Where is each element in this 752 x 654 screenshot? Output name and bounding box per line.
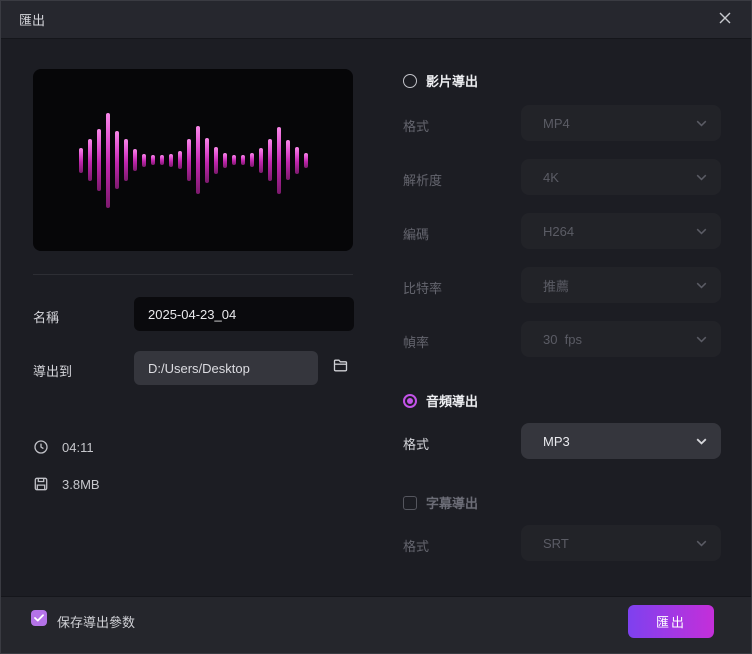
waveform-bar: [177, 151, 182, 169]
waveform-bar: [87, 139, 92, 181]
waveform-bar: [123, 139, 128, 181]
bitrate-select: 推薦: [521, 267, 721, 303]
dialog-title: 匯出: [19, 13, 46, 28]
bitrate-label: 比特率: [403, 281, 443, 296]
close-button[interactable]: [711, 1, 739, 39]
clock-icon: [33, 439, 49, 455]
waveform-bar: [204, 137, 209, 183]
bitrate-value: 推薦: [543, 278, 570, 294]
folder-icon: [332, 357, 350, 380]
video-format-label: 格式: [403, 119, 430, 134]
resolution-select: 4K: [521, 159, 721, 195]
waveform-bar: [96, 129, 101, 191]
radio-selected-icon: [403, 393, 417, 408]
checkmark-icon: [34, 609, 44, 627]
resolution-label: 解析度: [403, 173, 443, 188]
resolution-value: 4K: [543, 169, 559, 185]
checkbox-unchecked-icon: [403, 495, 417, 510]
waveform-bar: [159, 155, 164, 165]
subtitle-format-value: SRT: [543, 535, 569, 551]
waveform-bar: [78, 147, 83, 173]
framerate-select: 30 fps: [521, 321, 721, 357]
waveform-bar: [303, 152, 308, 168]
subtitle-export-checkbox-row[interactable]: 字幕導出: [403, 493, 478, 512]
name-input[interactable]: [134, 297, 354, 331]
file-size-value: 3.8MB: [62, 476, 100, 492]
waveform-bar: [105, 112, 110, 208]
waveform-bar: [213, 146, 218, 174]
subtitle-export-label: 字幕導出: [426, 496, 479, 511]
waveform-bar: [276, 126, 281, 194]
export-path-label: 導出到: [33, 364, 73, 379]
export-button[interactable]: 匯出: [628, 605, 714, 638]
waveform-bar: [141, 153, 146, 167]
waveform-bar: [168, 153, 173, 167]
waveform-bar: [267, 139, 272, 181]
subtitle-format-label: 格式: [403, 539, 430, 554]
audio-format-label: 格式: [403, 437, 430, 452]
encoder-select: H264: [521, 213, 721, 249]
file-size-row: 3.8MB: [33, 476, 100, 492]
save-params-label: 保存導出參数: [57, 615, 136, 630]
framerate-label: 幀率: [403, 335, 430, 350]
duration-value: 04:11: [62, 439, 94, 455]
name-label: 名稱: [33, 310, 60, 325]
video-format-value: MP4: [543, 115, 570, 131]
chevron-down-icon: [696, 120, 707, 127]
encoder-value: H264: [543, 223, 575, 239]
chevron-down-icon: [696, 336, 707, 343]
audio-export-radio-row[interactable]: 音頻導出: [403, 391, 478, 410]
waveform-bar: [258, 147, 263, 173]
chevron-down-icon: [696, 438, 707, 445]
chevron-down-icon: [696, 540, 707, 547]
chevron-down-icon: [696, 282, 707, 289]
waveform-bar: [150, 155, 155, 165]
save-disk-icon: [33, 476, 49, 492]
waveform-bar: [114, 131, 119, 189]
footer-bar: 保存導出參数 匯出: [1, 596, 751, 653]
waveform-bar: [249, 153, 254, 167]
waveform-bar: [294, 146, 299, 174]
audio-export-label: 音頻導出: [426, 394, 479, 409]
waveform-bar: [231, 155, 236, 165]
save-params-checkbox[interactable]: [31, 610, 47, 626]
waveform-bar: [285, 140, 290, 180]
radio-unselected-icon: [403, 73, 417, 88]
waveform-bar: [186, 139, 191, 181]
video-format-select: MP4: [521, 105, 721, 141]
duration-row: 04:11: [33, 439, 94, 455]
waveform-bar: [132, 149, 137, 171]
audio-format-value: MP3: [543, 433, 570, 449]
titlebar: 匯出: [1, 1, 751, 39]
waveform-bar: [240, 155, 245, 165]
video-export-radio-row[interactable]: 影片導出: [403, 71, 478, 90]
video-export-label: 影片導出: [426, 74, 479, 89]
framerate-value: 30 fps: [543, 331, 583, 347]
waveform-bar: [195, 126, 200, 194]
chevron-down-icon: [696, 228, 707, 235]
audio-waveform-preview: [33, 69, 353, 251]
chevron-down-icon: [696, 174, 707, 181]
audio-format-select[interactable]: MP3: [521, 423, 721, 459]
export-path-input[interactable]: [134, 351, 318, 385]
browse-folder-button[interactable]: [331, 358, 351, 378]
encoder-label: 編碼: [403, 227, 430, 242]
subtitle-format-select: SRT: [521, 525, 721, 561]
close-icon: [718, 11, 732, 30]
divider: [33, 274, 353, 275]
waveform-bar: [222, 152, 227, 168]
